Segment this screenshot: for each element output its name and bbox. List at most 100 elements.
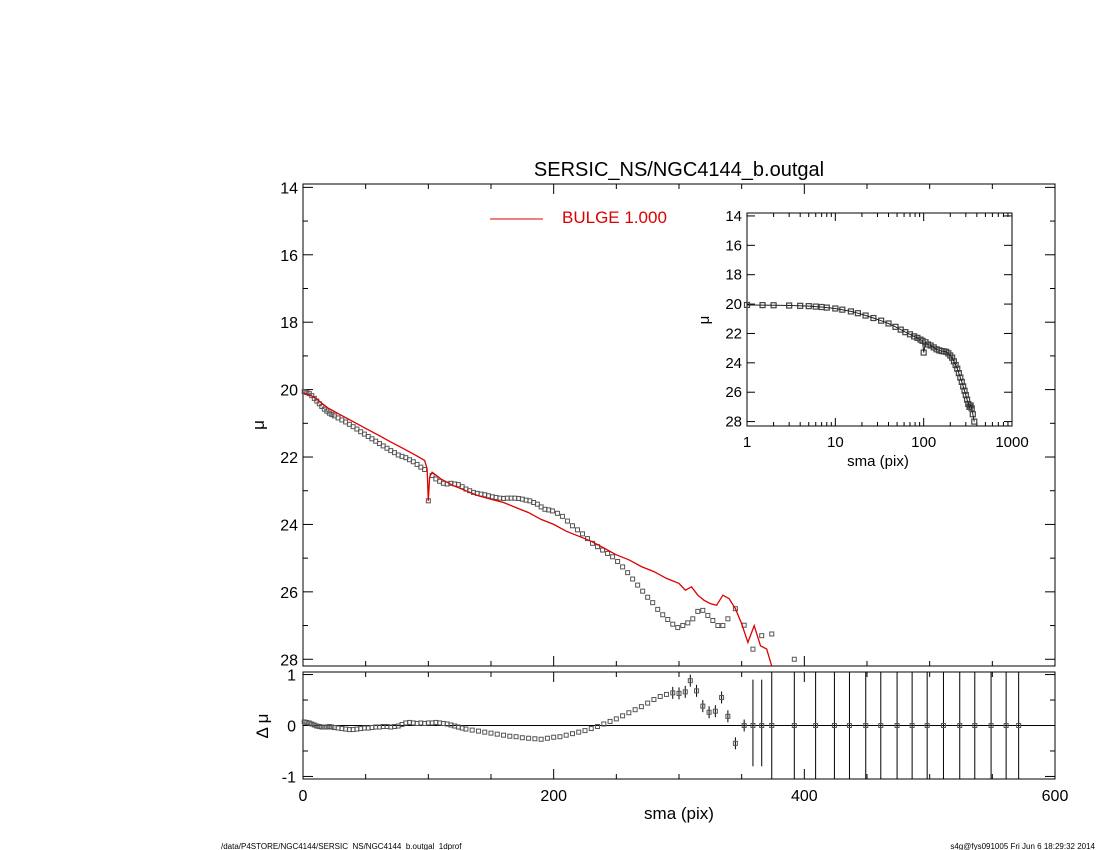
data-point: [579, 531, 585, 537]
data-point: [625, 570, 631, 576]
residual-point: [463, 726, 469, 732]
residual-point: [769, 723, 775, 728]
residual-point: [324, 724, 330, 730]
inset-profile-line: [746, 304, 975, 422]
residual-point: [513, 734, 519, 740]
main-y-tick-label: 20: [280, 383, 298, 400]
data-point: [559, 513, 565, 519]
inset-x-tick-label: 1000: [995, 434, 1028, 451]
residual-point: [569, 731, 575, 737]
data-point: [574, 527, 580, 533]
inset-data-point: [847, 308, 854, 315]
residual-point: [988, 723, 994, 728]
residual-point: [750, 723, 756, 728]
residual-point: [1016, 723, 1022, 728]
residual-point: [319, 724, 325, 730]
data-point: [554, 510, 560, 516]
data-point: [610, 554, 616, 560]
residual-point: [526, 735, 532, 741]
residual-point: [682, 689, 688, 695]
data-point: [675, 625, 681, 631]
data-point: [640, 588, 646, 594]
residual-point: [326, 724, 332, 730]
chart-title: SERSIC_NS/NGC4144_b.outgal: [534, 159, 824, 181]
residual-point: [632, 707, 638, 713]
residual-point: [732, 740, 738, 746]
data-point: [750, 646, 756, 652]
residual-point: [972, 723, 978, 728]
residual-point: [863, 723, 869, 728]
residual-point: [940, 723, 946, 728]
data-point: [319, 403, 325, 409]
main-y-tick-label: 16: [280, 248, 298, 265]
inset-y-tick-label: 22: [725, 325, 742, 342]
residual-point: [694, 688, 700, 694]
data-point: [650, 600, 656, 606]
data-point: [685, 620, 691, 626]
data-point: [564, 518, 570, 524]
inset-y-tick-label: 20: [725, 296, 742, 313]
residual-point: [595, 724, 601, 730]
residual-point: [670, 690, 676, 696]
residual-point: [309, 721, 315, 727]
inset-data-layer: [743, 301, 978, 425]
inset-data-point: [949, 354, 956, 361]
data-point: [759, 633, 765, 639]
residual-point: [687, 678, 693, 684]
residual-point: [909, 723, 915, 728]
residual-point: [791, 723, 797, 728]
residual-point: [469, 727, 475, 733]
inset-y-axis-label: μ: [696, 316, 713, 325]
residual-point: [607, 718, 613, 724]
residual-point: [494, 731, 500, 737]
data-point: [665, 616, 671, 622]
residual-point: [894, 723, 900, 728]
residual-y-tick-label: -1: [282, 769, 296, 786]
data-point: [710, 617, 716, 623]
data-point: [645, 594, 651, 600]
residual-point: [620, 713, 626, 719]
data-point: [680, 623, 686, 629]
residual-point: [329, 724, 335, 730]
residual-point: [924, 723, 930, 728]
data-point: [635, 582, 641, 588]
inset-y-tick-label: 28: [725, 414, 742, 431]
legend-bulge-label: BULGE 1.000: [562, 208, 667, 227]
inset-x-axis-label: sma (pix): [847, 453, 909, 470]
residual-point: [878, 723, 884, 728]
residual-point: [759, 723, 765, 728]
inset-data-point: [911, 333, 918, 340]
data-point: [354, 426, 360, 432]
residual-point: [613, 716, 619, 722]
residual-point: [306, 720, 312, 726]
residual-point: [706, 709, 712, 715]
data-point: [791, 656, 797, 662]
residual-point: [507, 733, 513, 739]
data-point: [695, 608, 701, 614]
residual-point: [719, 694, 725, 700]
inset-y-tick-label: 16: [725, 237, 742, 254]
residual-point: [638, 704, 644, 710]
main-y-tick-label: 24: [280, 517, 298, 534]
data-point: [410, 459, 416, 465]
inset-panel: μ sma (pix) 14 16 18 20 22 24 26 281 10 100 1000: [696, 208, 1029, 470]
residual-data-layer: [301, 672, 1022, 779]
data-point: [700, 607, 706, 613]
residual-x-tick-label: 0: [299, 788, 308, 805]
residual-point: [311, 722, 317, 728]
residual-point: [557, 734, 563, 740]
residual-point: [532, 736, 538, 742]
data-point: [326, 410, 332, 416]
residual-point: [1003, 723, 1009, 728]
data-point: [620, 564, 626, 570]
residual-point: [501, 732, 507, 738]
data-point: [670, 621, 676, 627]
residual-point: [712, 708, 718, 714]
inset-ticks: 14 16 18 20 22 24 26 281 10 100 1000: [725, 208, 1028, 451]
residual-y-tick-label: 1: [287, 668, 296, 685]
residual-point: [813, 723, 819, 728]
data-point: [655, 606, 661, 612]
residual-point: [582, 728, 588, 734]
residual-point: [663, 691, 669, 697]
